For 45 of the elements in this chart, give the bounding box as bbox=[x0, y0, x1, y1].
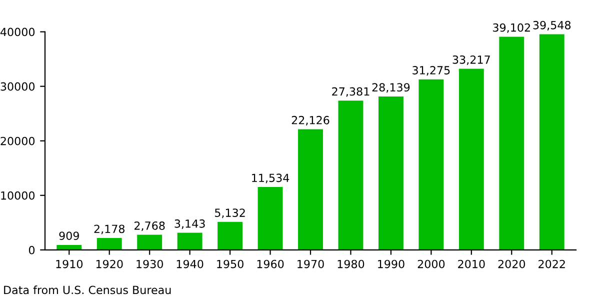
data-label: 11,534 bbox=[252, 174, 290, 184]
data-label: 2,178 bbox=[94, 224, 125, 234]
bar bbox=[338, 100, 364, 250]
text: Data from U.S. Census Bureau bbox=[4, 286, 171, 294]
bar bbox=[258, 187, 283, 250]
x-tick-label: 2000 bbox=[418, 260, 445, 268]
bar bbox=[298, 129, 323, 250]
y-tick-label: 30000 bbox=[0, 82, 35, 91]
bar bbox=[539, 34, 564, 250]
bar bbox=[418, 79, 444, 250]
x-tick-label: 1990 bbox=[378, 260, 404, 268]
data-label: 909 bbox=[59, 232, 79, 240]
bar bbox=[96, 238, 122, 250]
data-label: 39,102 bbox=[493, 23, 530, 33]
x-tick-label: 1980 bbox=[338, 260, 364, 268]
x-tick-label: 1960 bbox=[257, 260, 284, 268]
data-label: 31,275 bbox=[412, 66, 450, 76]
y-tick-label: 20000 bbox=[0, 136, 35, 146]
y-tick-label: 10000 bbox=[1, 191, 35, 200]
x-tick-label: 2020 bbox=[498, 260, 526, 268]
bar bbox=[137, 234, 162, 250]
bar bbox=[56, 244, 82, 250]
data-label: 2,768 bbox=[134, 221, 165, 232]
x-tick-label: 2022 bbox=[538, 260, 565, 268]
x-tick-label: 2010 bbox=[458, 260, 485, 268]
x-tick-label: 1970 bbox=[298, 260, 324, 268]
data-label: 27,381 bbox=[332, 87, 370, 97]
bar bbox=[378, 96, 404, 250]
x-tick-label: 1950 bbox=[217, 260, 244, 268]
y-tick-label: 40000 bbox=[0, 28, 35, 36]
data-label: 39,548 bbox=[533, 20, 571, 30]
y-tick-label: 0 bbox=[28, 246, 35, 254]
bar bbox=[218, 222, 243, 250]
bar bbox=[499, 36, 524, 250]
data-label: 28,139 bbox=[372, 83, 410, 93]
bar bbox=[458, 68, 484, 250]
data-label: 5,132 bbox=[215, 208, 245, 218]
x-tick-label: 1940 bbox=[176, 260, 204, 268]
data-label: 22,126 bbox=[292, 116, 330, 126]
bar bbox=[177, 232, 202, 250]
data-label: 3,143 bbox=[174, 219, 205, 229]
x-tick-label: 1910 bbox=[56, 260, 83, 268]
data-label: 33,217 bbox=[452, 55, 490, 65]
x-tick-label: 1930 bbox=[136, 260, 163, 268]
x-tick-label: 1920 bbox=[96, 260, 123, 268]
